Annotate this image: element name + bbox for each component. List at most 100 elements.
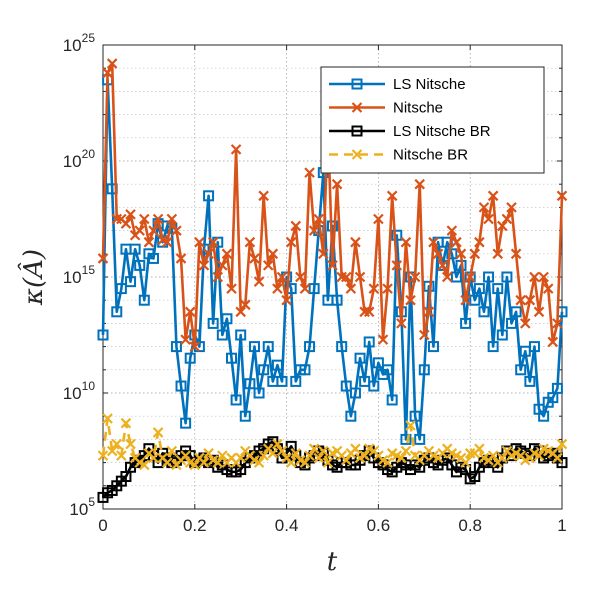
data-point xyxy=(253,276,265,287)
data-point xyxy=(428,236,439,248)
data-point xyxy=(350,443,361,454)
data-point xyxy=(216,329,228,341)
data-point xyxy=(116,450,127,461)
data-point xyxy=(285,457,297,468)
data-point xyxy=(139,459,150,471)
data-point xyxy=(239,410,251,422)
data-point xyxy=(207,236,219,248)
data-point xyxy=(349,387,361,399)
data-point xyxy=(542,283,554,294)
data-point xyxy=(258,450,269,461)
data-point xyxy=(106,445,118,457)
legend-marker xyxy=(351,102,363,113)
data-point xyxy=(313,213,325,225)
data-point xyxy=(143,236,155,248)
data-point xyxy=(473,283,485,295)
data-point xyxy=(313,452,325,464)
data-point xyxy=(304,341,316,353)
data-point xyxy=(267,448,279,459)
data-point xyxy=(276,375,288,387)
data-point xyxy=(405,420,416,431)
data-point xyxy=(290,448,302,459)
data-point xyxy=(290,220,302,232)
data-point xyxy=(161,236,173,248)
data-point xyxy=(368,283,380,294)
data-point xyxy=(235,452,246,464)
data-point xyxy=(148,225,159,236)
data-point xyxy=(267,248,279,260)
data-point xyxy=(175,380,187,392)
data-point xyxy=(253,387,265,399)
data-point xyxy=(368,380,380,392)
y-tick-label: 105 xyxy=(69,495,95,519)
data-point xyxy=(129,243,141,255)
data-point xyxy=(340,271,352,283)
data-point xyxy=(382,364,394,376)
data-point xyxy=(391,260,403,271)
data-point xyxy=(474,236,485,248)
data-point xyxy=(474,443,485,454)
data-point xyxy=(226,283,237,294)
data-point xyxy=(506,202,517,213)
data-point xyxy=(483,271,495,283)
data-point xyxy=(510,306,522,318)
data-point xyxy=(295,271,306,283)
data-point xyxy=(409,271,421,283)
data-point xyxy=(171,225,182,236)
data-point xyxy=(152,427,164,438)
data-point xyxy=(203,248,214,260)
data-point xyxy=(497,220,508,232)
data-point xyxy=(308,225,320,236)
data-point xyxy=(469,294,481,306)
data-point xyxy=(253,457,265,468)
data-point xyxy=(501,271,513,283)
x-axis-label: t xyxy=(327,547,338,577)
data-point xyxy=(551,382,563,394)
data-point xyxy=(377,334,389,345)
data-point xyxy=(318,248,329,260)
data-point xyxy=(446,248,458,260)
data-point xyxy=(125,438,136,450)
data-point xyxy=(492,248,504,260)
data-point xyxy=(496,329,508,341)
data-point xyxy=(111,438,123,450)
data-point xyxy=(469,248,481,260)
x-tick-label: 0.2 xyxy=(183,516,207,535)
data-point xyxy=(262,341,274,353)
data-point xyxy=(276,445,288,457)
data-point xyxy=(134,259,146,271)
data-point xyxy=(258,364,270,376)
data-point xyxy=(386,394,398,406)
data-point xyxy=(423,306,435,318)
data-point xyxy=(97,450,109,461)
data-point xyxy=(240,299,251,311)
data-point xyxy=(139,213,150,225)
data-point xyxy=(111,306,123,318)
data-point xyxy=(147,252,159,264)
data-point xyxy=(391,229,403,241)
data-point xyxy=(331,178,343,190)
data-point xyxy=(189,459,201,471)
data-point xyxy=(354,271,366,283)
data-point xyxy=(492,283,504,295)
data-point xyxy=(180,450,191,461)
data-point xyxy=(409,410,421,422)
legend-marker xyxy=(351,149,363,160)
data-point xyxy=(175,253,187,264)
data-point xyxy=(345,410,357,422)
data-point xyxy=(276,271,288,283)
data-point xyxy=(464,271,476,283)
data-point xyxy=(258,190,269,202)
data-point xyxy=(115,283,127,295)
data-point xyxy=(152,213,164,225)
data-point xyxy=(244,236,256,248)
data-point xyxy=(556,190,568,202)
data-point xyxy=(340,380,352,392)
data-point xyxy=(520,318,531,329)
data-point xyxy=(423,280,435,292)
data-point xyxy=(217,450,228,461)
data-point xyxy=(400,236,412,248)
data-point xyxy=(221,313,233,325)
data-point xyxy=(249,253,260,264)
data-point xyxy=(382,457,393,468)
